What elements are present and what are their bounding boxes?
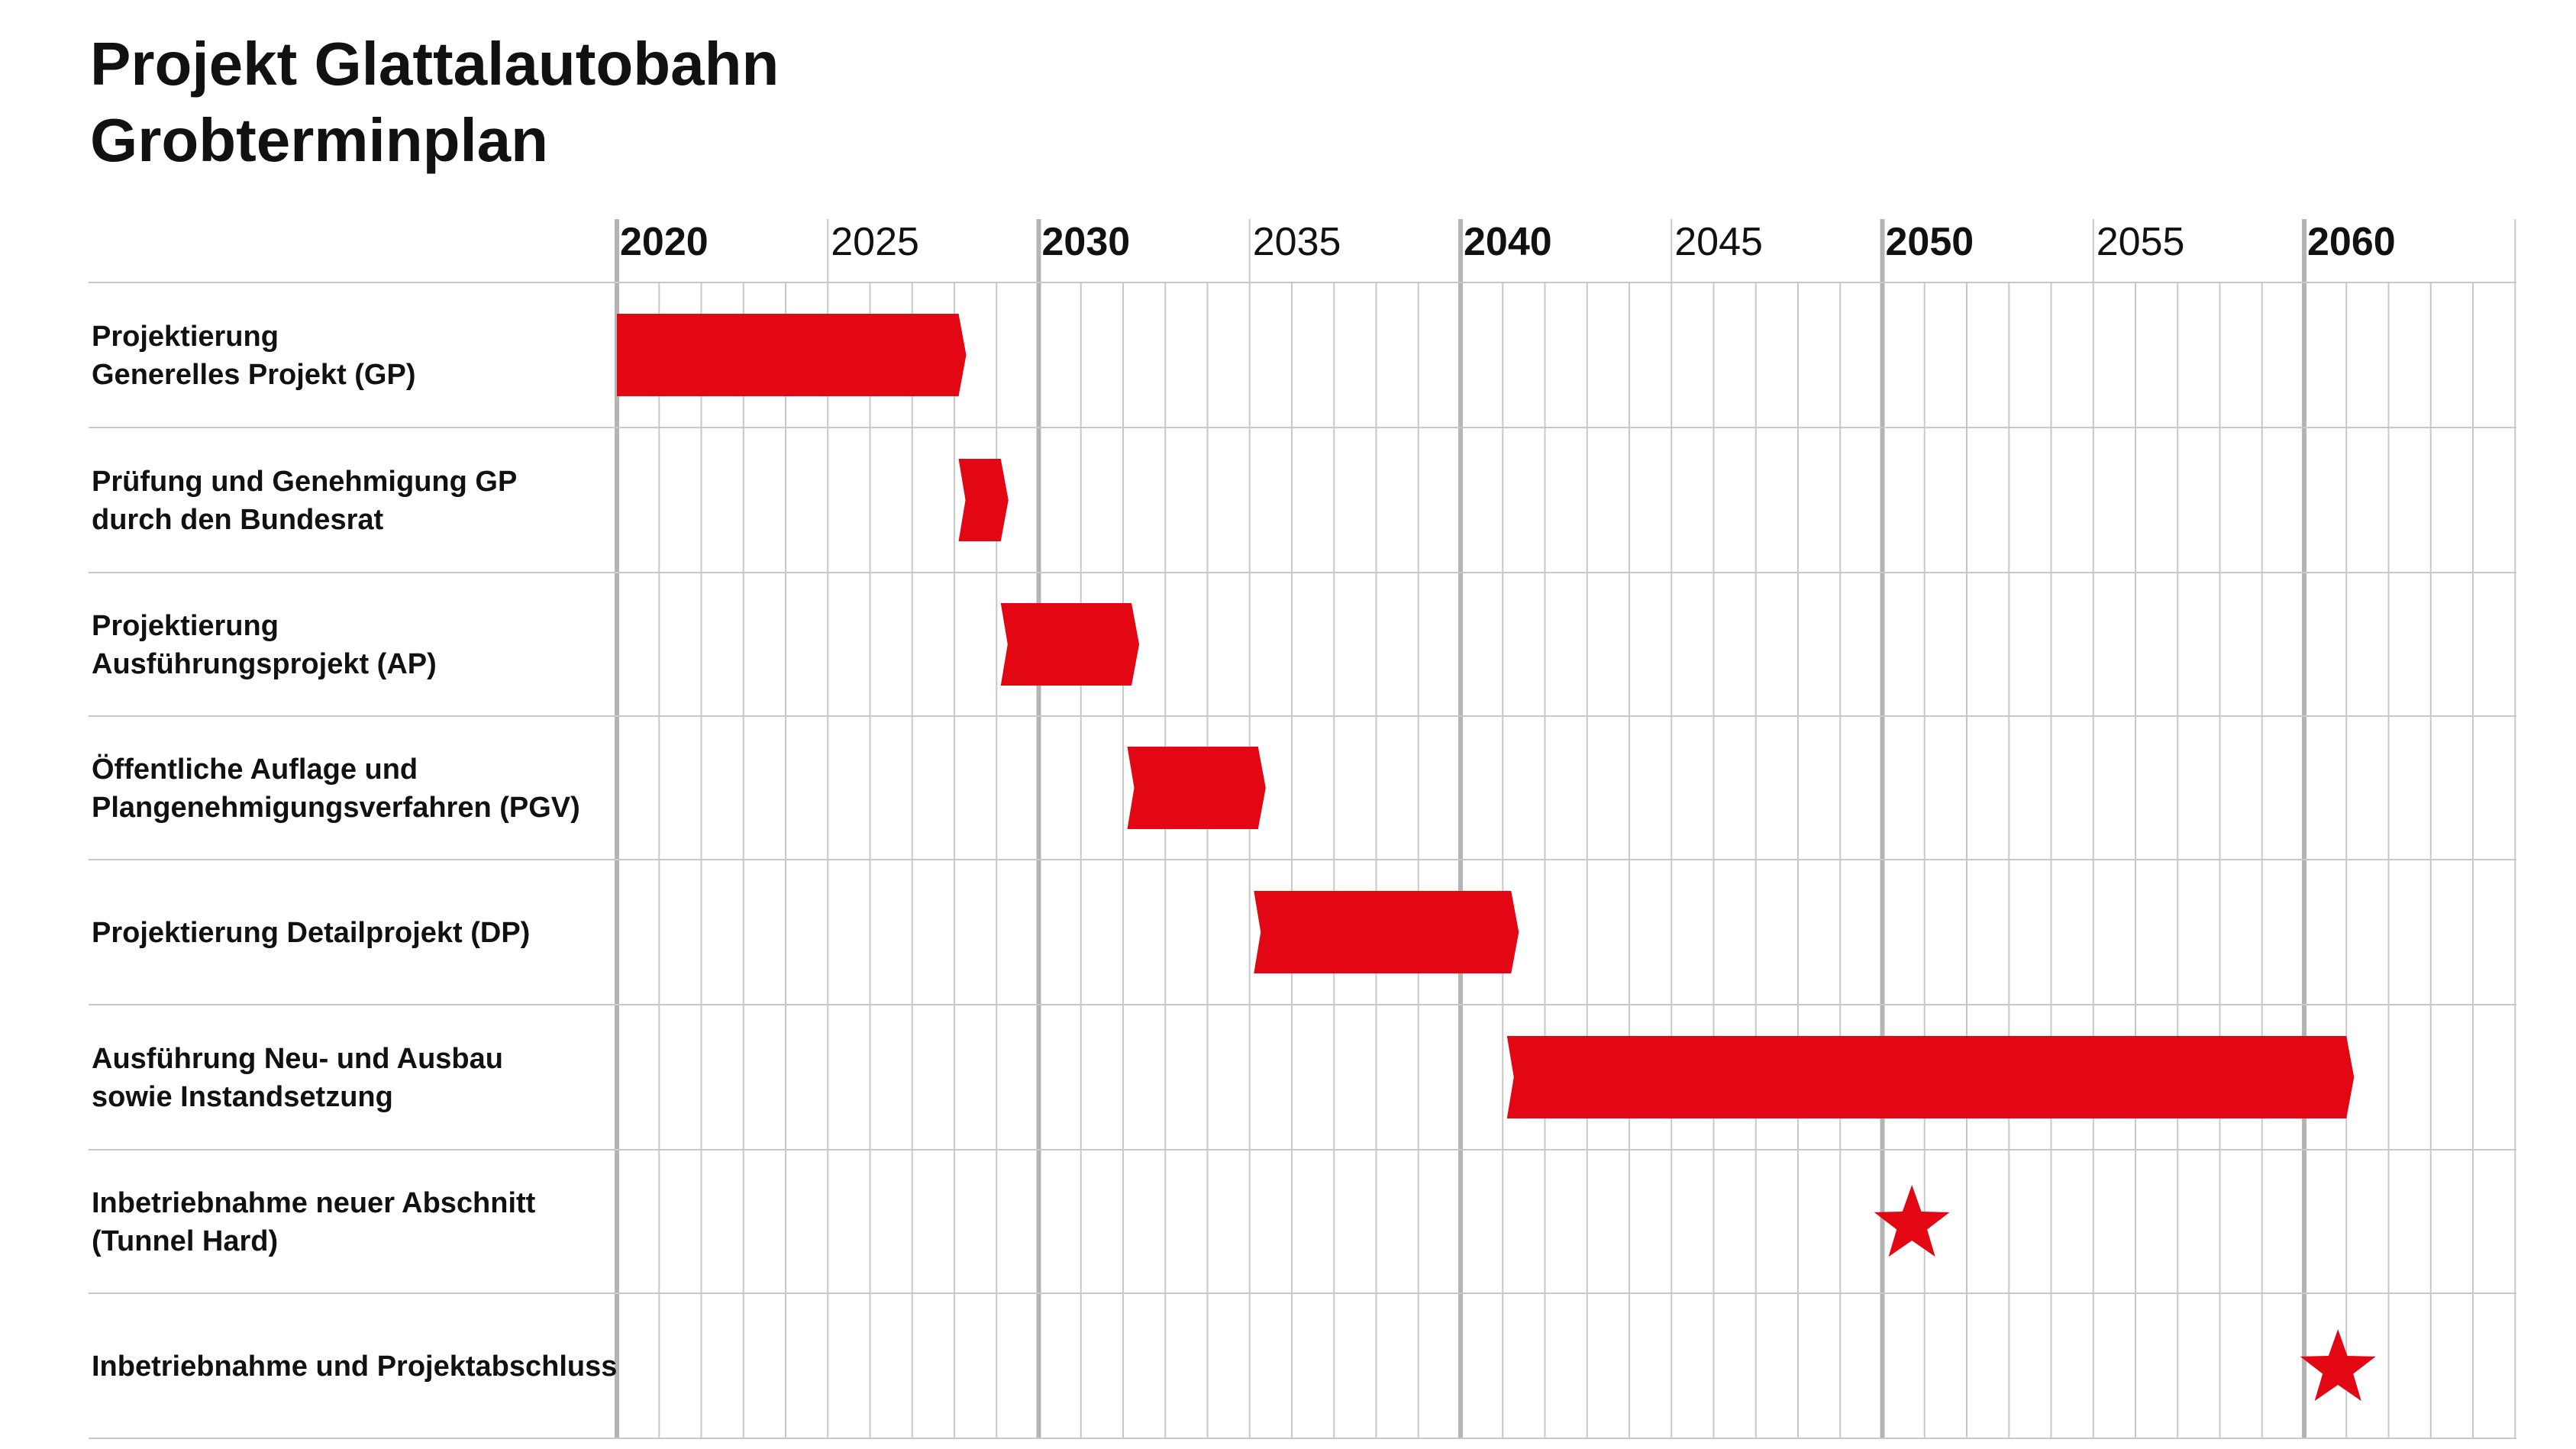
- bars-layer: [617, 314, 2376, 1402]
- task-label-3-line-0: Öffentliche Auflage und: [92, 753, 418, 786]
- task-label-0-line-1: Generelles Projekt (GP): [92, 359, 416, 391]
- tick-label-2020: 2020: [620, 220, 709, 264]
- tick-label-2025: 2025: [831, 220, 919, 264]
- milestone-star-6: [1874, 1185, 1950, 1257]
- task-label-5-line-0: Ausführung Neu- und Ausbau: [92, 1043, 503, 1075]
- task-label-7-line-0: Inbetriebnahme und Projektabschluss: [92, 1351, 617, 1383]
- chart-title: Projekt Glattalautobahn: [90, 30, 780, 98]
- milestone-star-7: [2300, 1329, 2376, 1402]
- labels-layer: 2020 2025 2030 2035 2040 2045 2050 2055 2060 Proj…: [92, 220, 2396, 1383]
- task-label-2-line-0: Projektierung: [92, 610, 279, 642]
- task-bar-2: [1000, 603, 1140, 686]
- task-label-4-line-0: Projektierung Detailprojekt (DP): [92, 917, 530, 949]
- task-label-0-line-0: Projektierung: [92, 321, 279, 353]
- task-bar-3: [1127, 747, 1266, 829]
- tick-label-2060: 2060: [2307, 220, 2396, 264]
- task-bar-4: [1254, 891, 1519, 973]
- task-bar-5: [1506, 1036, 2355, 1118]
- task-label-1-line-0: Prüfung und Genehmigung GP: [92, 466, 517, 498]
- task-label-1-line-1: durch den Bundesrat: [92, 504, 383, 536]
- task-bar-1: [958, 459, 1009, 541]
- tick-label-2030: 2030: [1042, 220, 1131, 264]
- chart-subtitle: Grobterminplan: [90, 106, 549, 174]
- grid-layer: [89, 219, 2516, 1439]
- tick-label-2055: 2055: [2097, 220, 2185, 264]
- task-label-5-line-1: sowie Instandsetzung: [92, 1081, 393, 1113]
- tick-label-2040: 2040: [1464, 220, 1552, 264]
- task-label-6-line-0: Inbetriebnahme neuer Abschnitt: [92, 1187, 536, 1219]
- task-label-3-line-1: Plangenehmigungsverfahren (PGV): [92, 792, 580, 824]
- tick-label-2035: 2035: [1253, 220, 1341, 264]
- task-label-6-line-1: (Tunnel Hard): [92, 1225, 278, 1257]
- title-block: Projekt Glattalautobahn Grobterminplan: [90, 26, 779, 179]
- task-bar-0: [617, 314, 967, 396]
- tick-label-2045: 2045: [1674, 220, 1763, 264]
- tick-label-2050: 2050: [1886, 220, 1974, 264]
- task-label-2-line-1: Ausführungsprojekt (AP): [92, 648, 437, 680]
